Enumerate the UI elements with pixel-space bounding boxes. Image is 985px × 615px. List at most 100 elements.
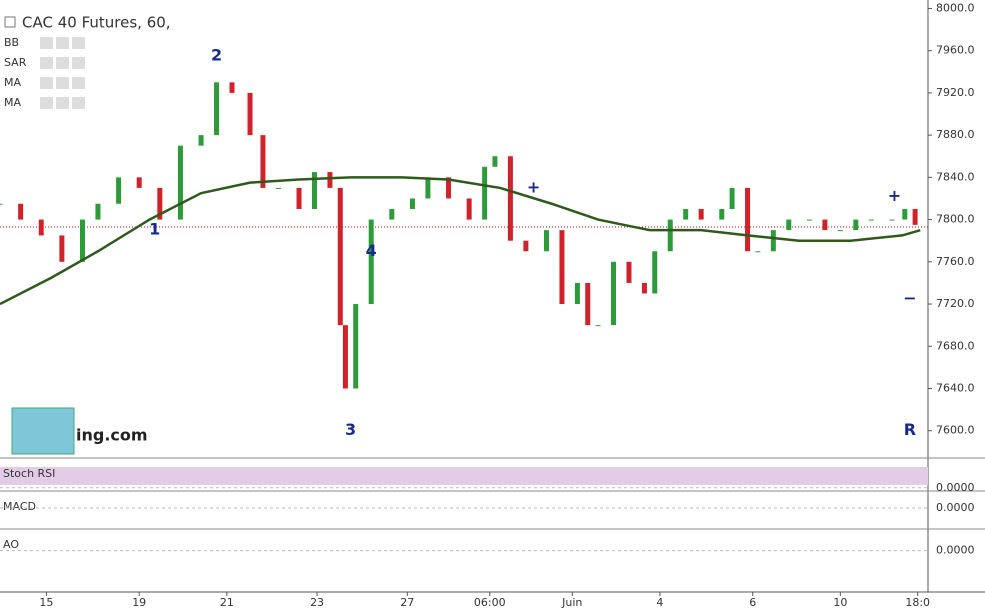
panel-label: Stoch RSI xyxy=(3,467,55,480)
candle xyxy=(902,209,908,220)
x-tick-label: 27 xyxy=(400,596,414,609)
candle xyxy=(698,209,704,220)
logo xyxy=(11,407,75,455)
candle xyxy=(770,230,776,252)
x-tick-label: 4 xyxy=(656,596,663,609)
candle xyxy=(626,261,632,283)
candle xyxy=(342,325,348,389)
candle xyxy=(822,219,828,231)
annotation: + xyxy=(888,186,901,205)
candle xyxy=(559,230,565,305)
panel-label: AO xyxy=(3,538,19,551)
indicator-button[interactable] xyxy=(72,77,85,89)
candle xyxy=(95,203,101,220)
x-tick-label: 21 xyxy=(220,596,234,609)
y-tick-label: 0.0000 xyxy=(936,544,975,557)
candle xyxy=(116,177,122,204)
annotation: − xyxy=(903,288,916,307)
x-tick-label: 10 xyxy=(833,596,847,609)
x-tick-label: 06:00 xyxy=(474,596,506,609)
x-tick-label: 19 xyxy=(132,596,146,609)
y-tick-label: 7760.0 xyxy=(936,255,975,268)
candle xyxy=(38,219,44,236)
indicator-button[interactable] xyxy=(40,97,53,109)
x-tick-label: Juin xyxy=(561,596,582,609)
y-tick-label: 8000.0 xyxy=(936,1,975,14)
collapse-icon[interactable] xyxy=(4,16,16,28)
candle xyxy=(446,177,452,199)
indicator-label: SAR xyxy=(4,56,27,69)
indicator-button[interactable] xyxy=(72,97,85,109)
candle xyxy=(18,203,24,220)
candle xyxy=(786,219,792,231)
candle xyxy=(157,187,163,220)
candle xyxy=(353,304,359,389)
annotation: + xyxy=(527,177,540,196)
indicator-button[interactable] xyxy=(72,37,85,49)
y-tick-label: 0.0000 xyxy=(936,501,975,514)
moving-average xyxy=(0,176,921,306)
y-tick-label: 7680.0 xyxy=(936,339,975,352)
candle xyxy=(136,177,142,188)
candle xyxy=(214,82,220,136)
y-tick-label: 7600.0 xyxy=(936,424,975,437)
candle xyxy=(368,219,374,305)
indicator-button[interactable] xyxy=(56,37,69,49)
y-tick-label: 7960.0 xyxy=(936,44,975,57)
candle xyxy=(409,198,415,210)
annotation: 3 xyxy=(345,420,356,439)
candle xyxy=(59,235,65,262)
y-tick-label: 7640.0 xyxy=(936,381,975,394)
candle xyxy=(482,166,488,220)
indicator-button[interactable] xyxy=(40,37,53,49)
candle xyxy=(79,219,85,262)
candle xyxy=(574,282,580,305)
candle xyxy=(912,209,918,225)
y-tick-label: 0.0000 xyxy=(936,481,975,494)
annotation: 1 xyxy=(149,220,160,239)
candle xyxy=(889,219,895,221)
candle xyxy=(507,156,513,241)
candle xyxy=(389,209,395,220)
candle xyxy=(853,219,859,231)
chart-title: CAC 40 Futures, 60, xyxy=(22,14,171,32)
candle xyxy=(611,261,617,326)
candle xyxy=(652,251,658,294)
indicator-button[interactable] xyxy=(72,57,85,69)
indicator-button[interactable] xyxy=(40,57,53,69)
candle xyxy=(729,187,735,210)
panel-label: MACD xyxy=(3,500,36,513)
candle xyxy=(260,135,266,188)
candle xyxy=(275,187,281,189)
candle xyxy=(0,203,3,205)
y-tick-label: 7920.0 xyxy=(936,86,975,99)
candle xyxy=(311,172,317,210)
candle xyxy=(327,172,333,188)
candle xyxy=(641,282,647,294)
indicator-button[interactable] xyxy=(40,77,53,89)
annotation: 4 xyxy=(366,241,377,260)
candle xyxy=(868,219,874,221)
candle xyxy=(523,240,529,252)
indicator-button[interactable] xyxy=(56,77,69,89)
candle xyxy=(492,156,498,167)
x-tick-label: 23 xyxy=(310,596,324,609)
candle xyxy=(229,82,235,93)
candle xyxy=(806,219,812,221)
candle xyxy=(543,230,549,252)
annotation: 2 xyxy=(211,45,222,64)
candle xyxy=(755,251,761,253)
candle xyxy=(296,187,302,210)
candle xyxy=(745,187,751,252)
y-tick-label: 7800.0 xyxy=(936,213,975,226)
indicator-label: BB xyxy=(4,36,19,49)
candle xyxy=(719,209,725,220)
x-tick-label: 6 xyxy=(749,596,756,609)
indicator-label: MA xyxy=(4,96,21,109)
indicator-button[interactable] xyxy=(56,57,69,69)
indicator-button[interactable] xyxy=(56,97,69,109)
candle xyxy=(837,230,843,232)
candle xyxy=(466,198,472,220)
